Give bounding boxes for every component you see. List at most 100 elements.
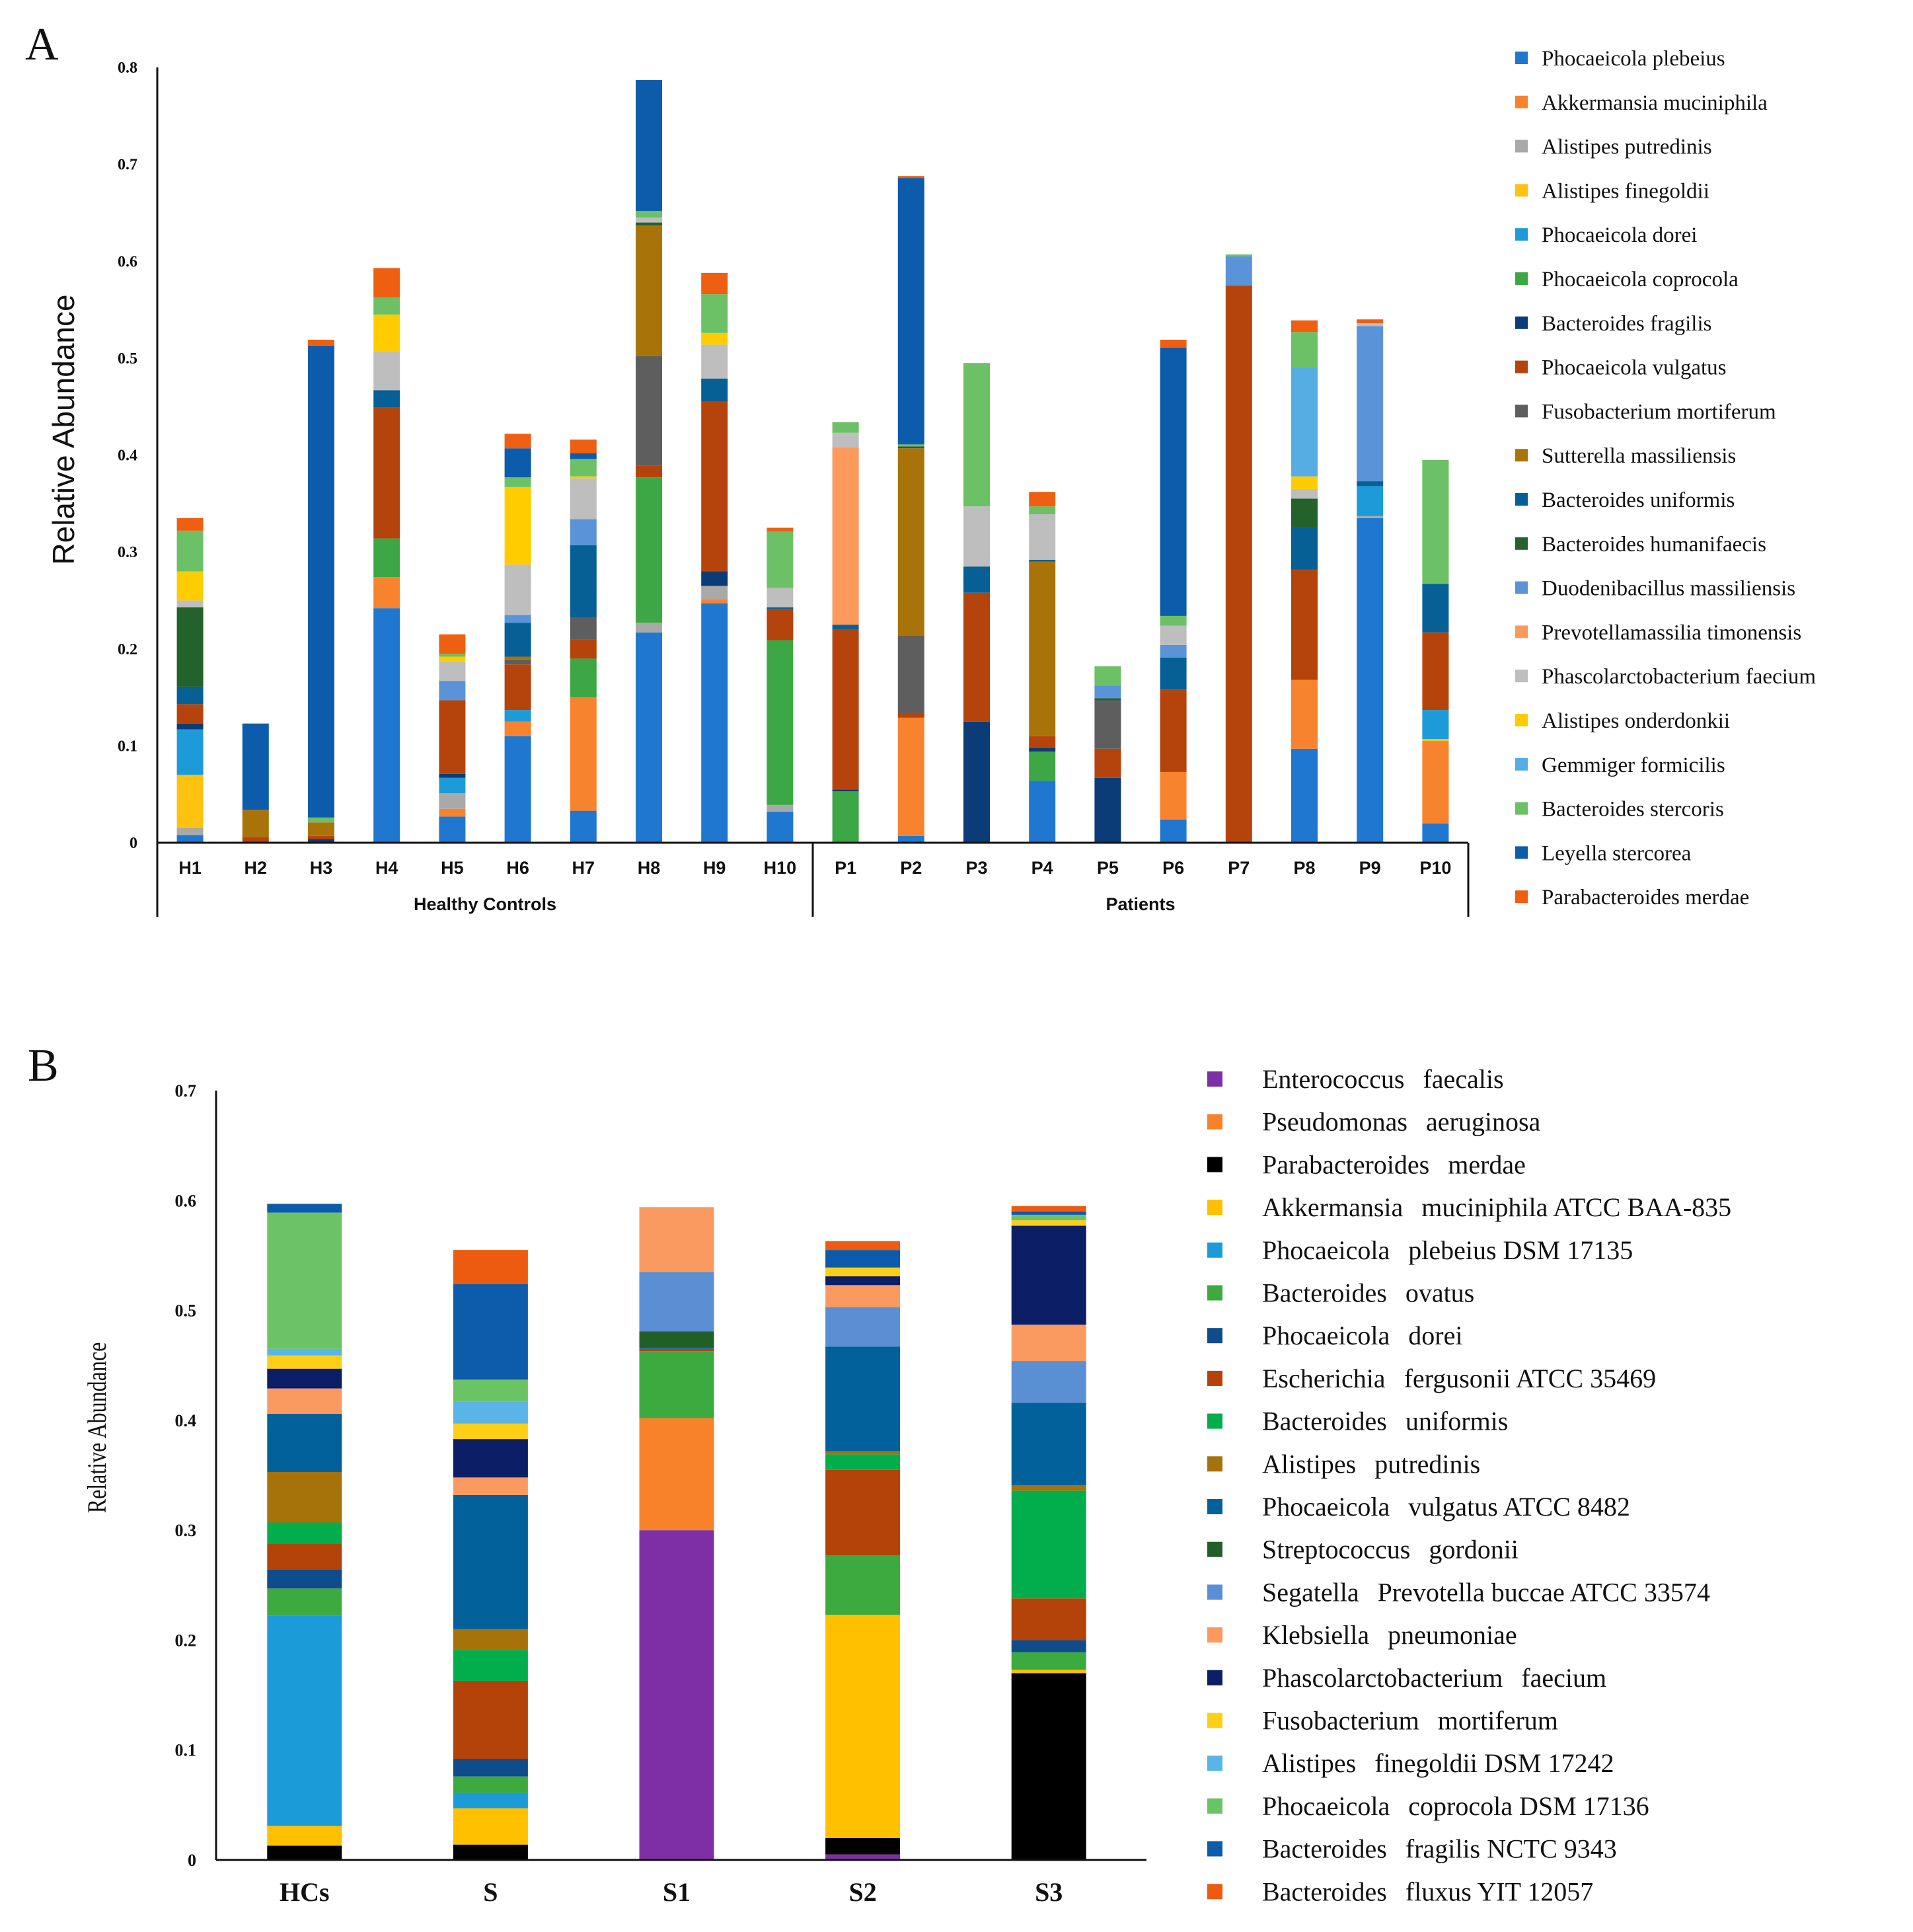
bar-segment-H8-15 (636, 217, 662, 223)
legend-label-2: Pseudomonas aeruginosa (1262, 1107, 1541, 1137)
bar-segment-S2-16 (825, 1267, 901, 1277)
bar-segment-S1-12 (639, 1331, 714, 1348)
bar-segment-H2-8 (242, 837, 269, 843)
x-tick-label-P2: P2 (900, 858, 922, 878)
legend-genus-20: Bacteroides (1262, 1876, 1387, 1906)
bar-segment-P1-14 (832, 447, 859, 625)
legend-swatch-11 (1515, 493, 1528, 506)
bar-segment-P6-19 (1160, 347, 1187, 616)
legend-label-9: Bacteroides uniformis (1262, 1407, 1508, 1436)
bar-segment-H7-20 (570, 440, 597, 453)
bar-segment-H10-6 (767, 640, 794, 805)
bar-segment-H5-3 (439, 793, 466, 809)
bar-segment-H7-13 (570, 519, 597, 545)
bar-segment-P2-12 (897, 446, 924, 449)
bar-segment-P4-20 (1029, 492, 1056, 507)
bar-segment-S2-20 (825, 1241, 901, 1251)
x-tick-label-H9: H9 (703, 858, 726, 878)
bar-segment-P6-2 (1160, 771, 1187, 820)
bar-segment-S-20 (453, 1250, 528, 1284)
legend-label-13: Segatella Prevotella buccae ATCC 33574 (1262, 1577, 1710, 1607)
bar-segment-H7-6 (570, 658, 597, 698)
bar-segment-H6-16 (504, 486, 531, 565)
bar-segment-P1-18 (832, 422, 859, 433)
legend-swatch-12 (1515, 537, 1528, 550)
legend-genus-3: Parabacteroides (1262, 1149, 1429, 1179)
legend-swatch-20 (1515, 890, 1528, 904)
legend-species-4: muciniphila ATCC BAA-835 (1421, 1192, 1731, 1222)
panel-b-label: B (28, 1040, 59, 1091)
bar-segment-P9-5 (1357, 486, 1384, 516)
bar-segment-H10-11 (767, 607, 794, 609)
legend-species-6: ovatus (1406, 1278, 1474, 1308)
bar-segment-H8-19 (636, 80, 662, 212)
bar-segment-P2-10 (897, 448, 924, 636)
group-label-1: Healthy Controls (414, 894, 556, 914)
bar-segment-P3-18 (963, 363, 990, 507)
legend-label-10: Sutterella massiliensis (1542, 444, 1736, 468)
legend-label-18: Phocaeicola coprocola DSM 17136 (1262, 1791, 1649, 1821)
bar-segment-HCs-16 (267, 1355, 342, 1369)
bar-segment-P2-8 (897, 713, 924, 718)
legend-label-11: Bacteroides uniformis (1542, 488, 1735, 512)
bar-segment-P2-19 (897, 178, 924, 445)
legend-swatch-6 (1207, 1285, 1222, 1301)
bar-segment-H8-8 (636, 465, 662, 478)
legend-label-2: Akkermansia muciniphila (1542, 91, 1768, 115)
legend-label-14: Klebsiella pneumoniae (1262, 1620, 1517, 1650)
bar-segment-S-19 (453, 1284, 528, 1380)
bar-segment-S3-8 (1011, 1598, 1086, 1641)
bar-segment-P4-18 (1029, 506, 1056, 514)
bar-segment-H1-16 (176, 571, 204, 601)
legend-label-8: Escherichia fergusonii ATCC 35469 (1262, 1364, 1656, 1393)
legend-label-11: Phocaeicola vulgatus ATCC 8482 (1262, 1492, 1630, 1522)
legend-label-17: Gemmiger formicilis (1542, 753, 1725, 777)
bar-segment-H8-12 (636, 222, 662, 225)
legend-label-5: Phocaeicola dorei (1542, 223, 1697, 247)
bar-segment-S-8 (453, 1680, 528, 1759)
bar-segment-H5-5 (439, 777, 466, 794)
legend-genus-10: Alistipes (1262, 1449, 1356, 1479)
legend-species-10: putredinis (1374, 1449, 1480, 1479)
bar-segment-H4-20 (373, 268, 400, 297)
legend-species-3: merdae (1448, 1149, 1526, 1179)
x-tick-label-S: S (483, 1877, 498, 1907)
panel-b: B Relative Abundance 0 0.1 0.2 0.3 0.4 0.5 0.6… (28, 1040, 1731, 1907)
x-tick-label-P5: P5 (1097, 858, 1119, 878)
bar-segment-S1-8 (639, 1348, 714, 1352)
bar-segment-H7-1 (570, 810, 597, 843)
legend-label-7: Bacteroides fragilis (1542, 312, 1712, 336)
bar-segment-P8-8 (1291, 569, 1318, 680)
bar-segment-S3-16 (1011, 1220, 1086, 1226)
bar-segment-H8-18 (636, 211, 662, 218)
bar-segment-S-9 (453, 1650, 528, 1681)
legend-label-19: Bacteroides fragilis NCTC 9343 (1262, 1834, 1617, 1864)
bar-segment-H9-2 (701, 599, 728, 603)
bar-segment-P6-20 (1160, 340, 1187, 348)
bar-segment-H10-15 (767, 588, 794, 607)
legend-species-18: coprocola DSM 17136 (1408, 1791, 1649, 1821)
bar-segment-S1-1 (639, 1530, 714, 1860)
bar-segment-H7-15 (570, 478, 597, 520)
legend-label-12: Streptococcus gordonii (1262, 1535, 1519, 1565)
bar-segment-HCs-17 (267, 1348, 342, 1356)
panel-b-y-tick-label: 0.3 (175, 1521, 197, 1540)
bar-segment-S1-11 (639, 1348, 714, 1349)
x-tick-label-H5: H5 (441, 858, 464, 878)
bar-segment-S2-15 (825, 1276, 901, 1286)
bar-segment-S2-3 (825, 1837, 901, 1855)
panel-b-bars (267, 1204, 1086, 1860)
x-tick-label-H3: H3 (310, 858, 333, 878)
legend-label-12: Bacteroides humanifaecis (1542, 533, 1766, 557)
x-tick-label-P1: P1 (835, 858, 856, 878)
legend-swatch-15 (1515, 670, 1528, 683)
legend-swatch-18 (1515, 802, 1528, 815)
bar-segment-P1-7 (832, 789, 859, 792)
bar-segment-P1-6 (832, 791, 859, 843)
bar-segment-H8-3 (636, 623, 662, 633)
legend-swatch-19 (1207, 1841, 1222, 1857)
bar-segment-S3-3 (1011, 1673, 1086, 1860)
legend-swatch-5 (1207, 1242, 1222, 1258)
bar-segment-HCs-8 (267, 1543, 342, 1570)
